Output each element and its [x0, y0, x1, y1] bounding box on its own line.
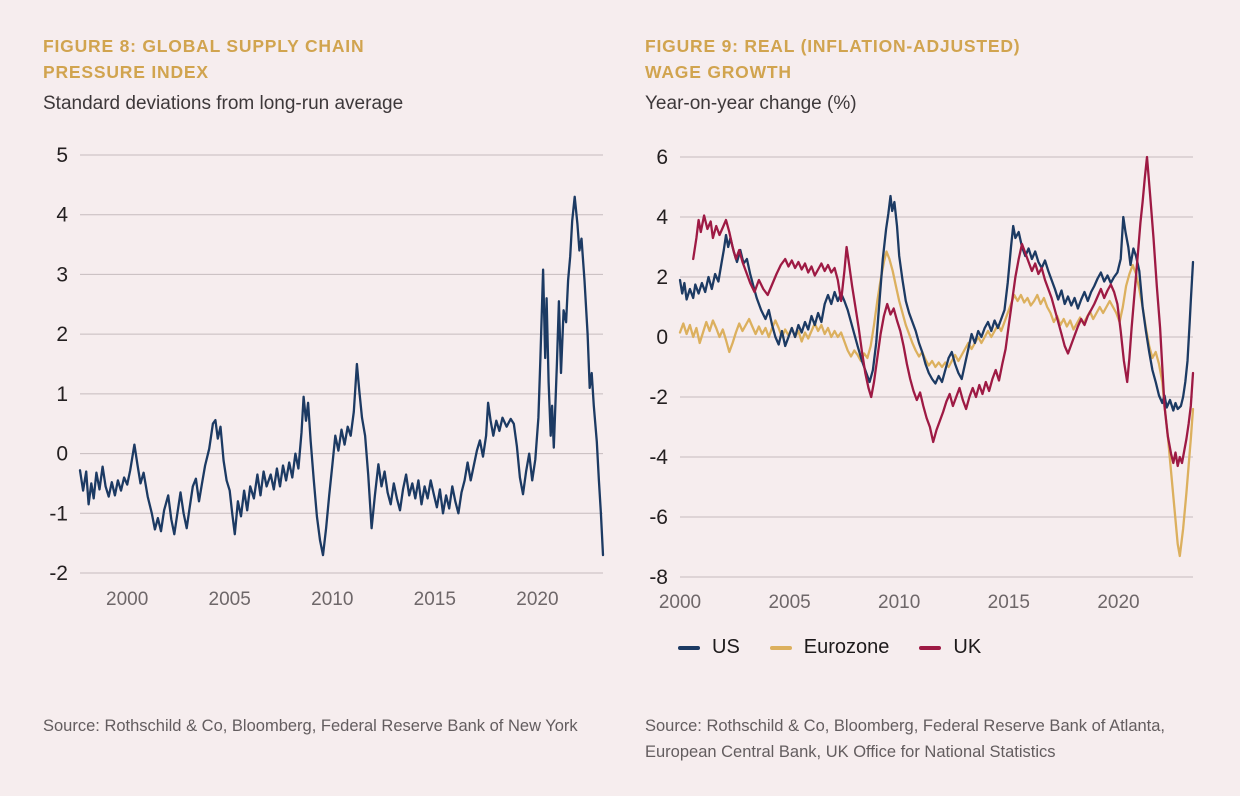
- x-tick-label: 2010: [311, 589, 353, 610]
- figure9-source: Source: Rothschild & Co, Bloomberg, Fede…: [645, 713, 1225, 765]
- y-tick-label: -4: [649, 446, 668, 469]
- figure8-title: FIGURE 8: GLOBAL SUPPLY CHAIN PRESSURE I…: [43, 33, 603, 85]
- figure8-subtitle: Standard deviations from long-run averag…: [43, 93, 404, 114]
- x-tick-label: 2005: [768, 592, 810, 613]
- x-tick-label: 2000: [659, 592, 701, 613]
- x-tick-label: 2015: [414, 589, 456, 610]
- uk-line-swatch-icon: [919, 645, 942, 650]
- x-tick-label: 2005: [209, 589, 251, 610]
- y-tick-label: 5: [56, 144, 68, 167]
- figure9-subtitle: Year-on-year change (%): [645, 93, 857, 114]
- legend-item-uk: UK: [919, 636, 981, 659]
- legend-item-us: US: [678, 636, 740, 659]
- series-line-eurozone: [678, 250, 1195, 558]
- figure8-header: FIGURE 8: GLOBAL SUPPLY CHAIN PRESSURE I…: [43, 33, 603, 116]
- x-tick-label: 2020: [1097, 592, 1139, 613]
- y-tick-label: 1: [56, 383, 68, 406]
- figure9-title: FIGURE 9: REAL (INFLATION-ADJUSTED) WAGE…: [645, 33, 1205, 85]
- y-tick-label: 0: [656, 326, 668, 349]
- legend-item-eurozone: Eurozone: [769, 636, 890, 659]
- figure9-header: FIGURE 9: REAL (INFLATION-ADJUSTED) WAGE…: [645, 33, 1205, 116]
- series-line-us: [678, 194, 1195, 412]
- y-tick-label: -8: [649, 566, 668, 589]
- figure8-source: Source: Rothschild & Co, Bloomberg, Fede…: [43, 717, 578, 735]
- figure9-title-line1: FIGURE 9: REAL (INFLATION-ADJUSTED): [645, 36, 1021, 56]
- series-line-global-supply-chain-pressure-index: [78, 195, 605, 557]
- legend-label-us: US: [712, 636, 740, 658]
- us-line-swatch-icon: [678, 645, 700, 650]
- x-tick-label: 2015: [988, 592, 1030, 613]
- figure9-source-line1: Source: Rothschild & Co, Bloomberg, Fede…: [645, 717, 1166, 735]
- figure9-source-line2: European Central Bank, UK Office for Nat…: [645, 743, 1056, 761]
- legend-label-uk: UK: [953, 636, 982, 658]
- y-tick-label: 6: [656, 146, 668, 169]
- y-tick-label: 2: [56, 323, 68, 346]
- y-tick-label: -6: [649, 506, 668, 529]
- series-line-uk: [692, 155, 1195, 468]
- eurozone-line-swatch-icon: [769, 645, 792, 650]
- y-tick-label: 0: [56, 443, 68, 466]
- y-tick-label: -1: [49, 502, 68, 525]
- y-tick-label: 4: [56, 204, 68, 227]
- y-tick-label: 4: [656, 206, 668, 229]
- y-tick-label: -2: [49, 562, 68, 585]
- legend-label-eurozone: Eurozone: [803, 636, 890, 658]
- x-tick-label: 2000: [106, 589, 148, 610]
- y-tick-label: 2: [656, 266, 668, 289]
- x-tick-label: 2020: [516, 589, 558, 610]
- y-tick-label: 3: [56, 263, 68, 286]
- x-tick-label: 2010: [878, 592, 920, 613]
- figure9-title-line2: WAGE GROWTH: [645, 62, 792, 82]
- figure8-title-line2: PRESSURE INDEX: [43, 62, 209, 82]
- figure9-legend: US Eurozone UK: [678, 636, 981, 659]
- y-tick-label: -2: [649, 386, 668, 409]
- figure8-title-line1: FIGURE 8: GLOBAL SUPPLY CHAIN: [43, 36, 365, 56]
